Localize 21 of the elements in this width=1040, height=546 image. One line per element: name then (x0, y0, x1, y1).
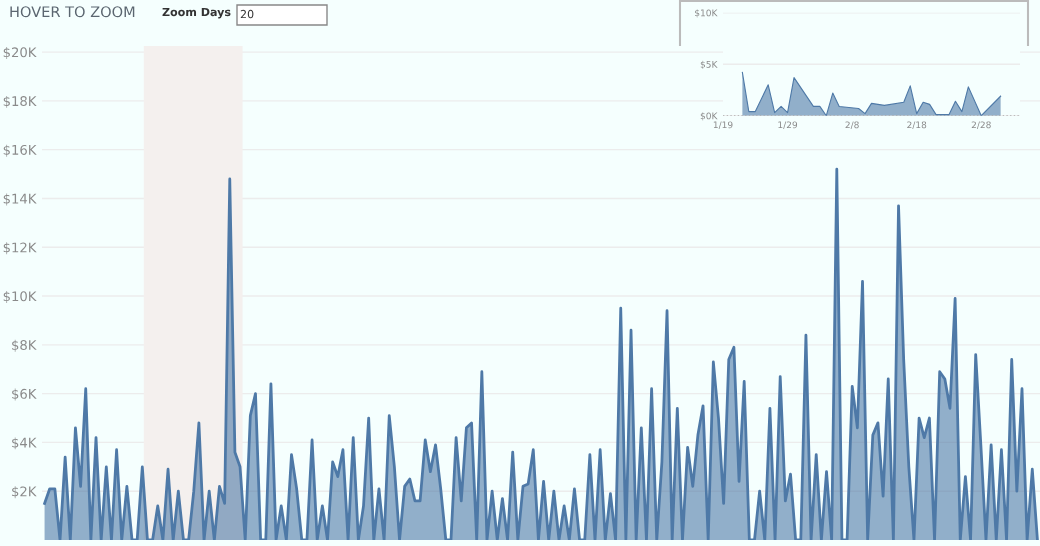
x-tick-label: 1/19 (713, 121, 733, 129)
y-tick-label: $10K (3, 291, 37, 303)
y-tick-label: $8K (12, 339, 37, 352)
text: Zoom Days (162, 7, 231, 19)
y-tick-label: $20K (3, 47, 37, 60)
y-tick-label: $10K (695, 9, 718, 18)
y-tick-label: $18K (3, 95, 37, 108)
y-tick-label: $5K (700, 60, 718, 69)
y-tick-label: $12K (3, 242, 37, 255)
y-tick-label: $14K (3, 193, 37, 206)
y-tick-label: $0K (700, 112, 718, 121)
text: 20 (240, 9, 254, 19)
x-tick-label: 1/29 (778, 121, 798, 129)
x-tick-label: 2/18 (907, 121, 927, 129)
x-tick-label: 2/8 (845, 121, 859, 129)
y-tick-label: $6K (12, 388, 37, 401)
x-tick-label: 2/28 (971, 121, 991, 129)
y-tick-label: $16K (3, 144, 37, 157)
chart-title: HOVER TO ZOOM (10, 6, 135, 18)
y-tick-label: $2K (12, 486, 37, 499)
y-tick-label: $4K (12, 437, 37, 450)
